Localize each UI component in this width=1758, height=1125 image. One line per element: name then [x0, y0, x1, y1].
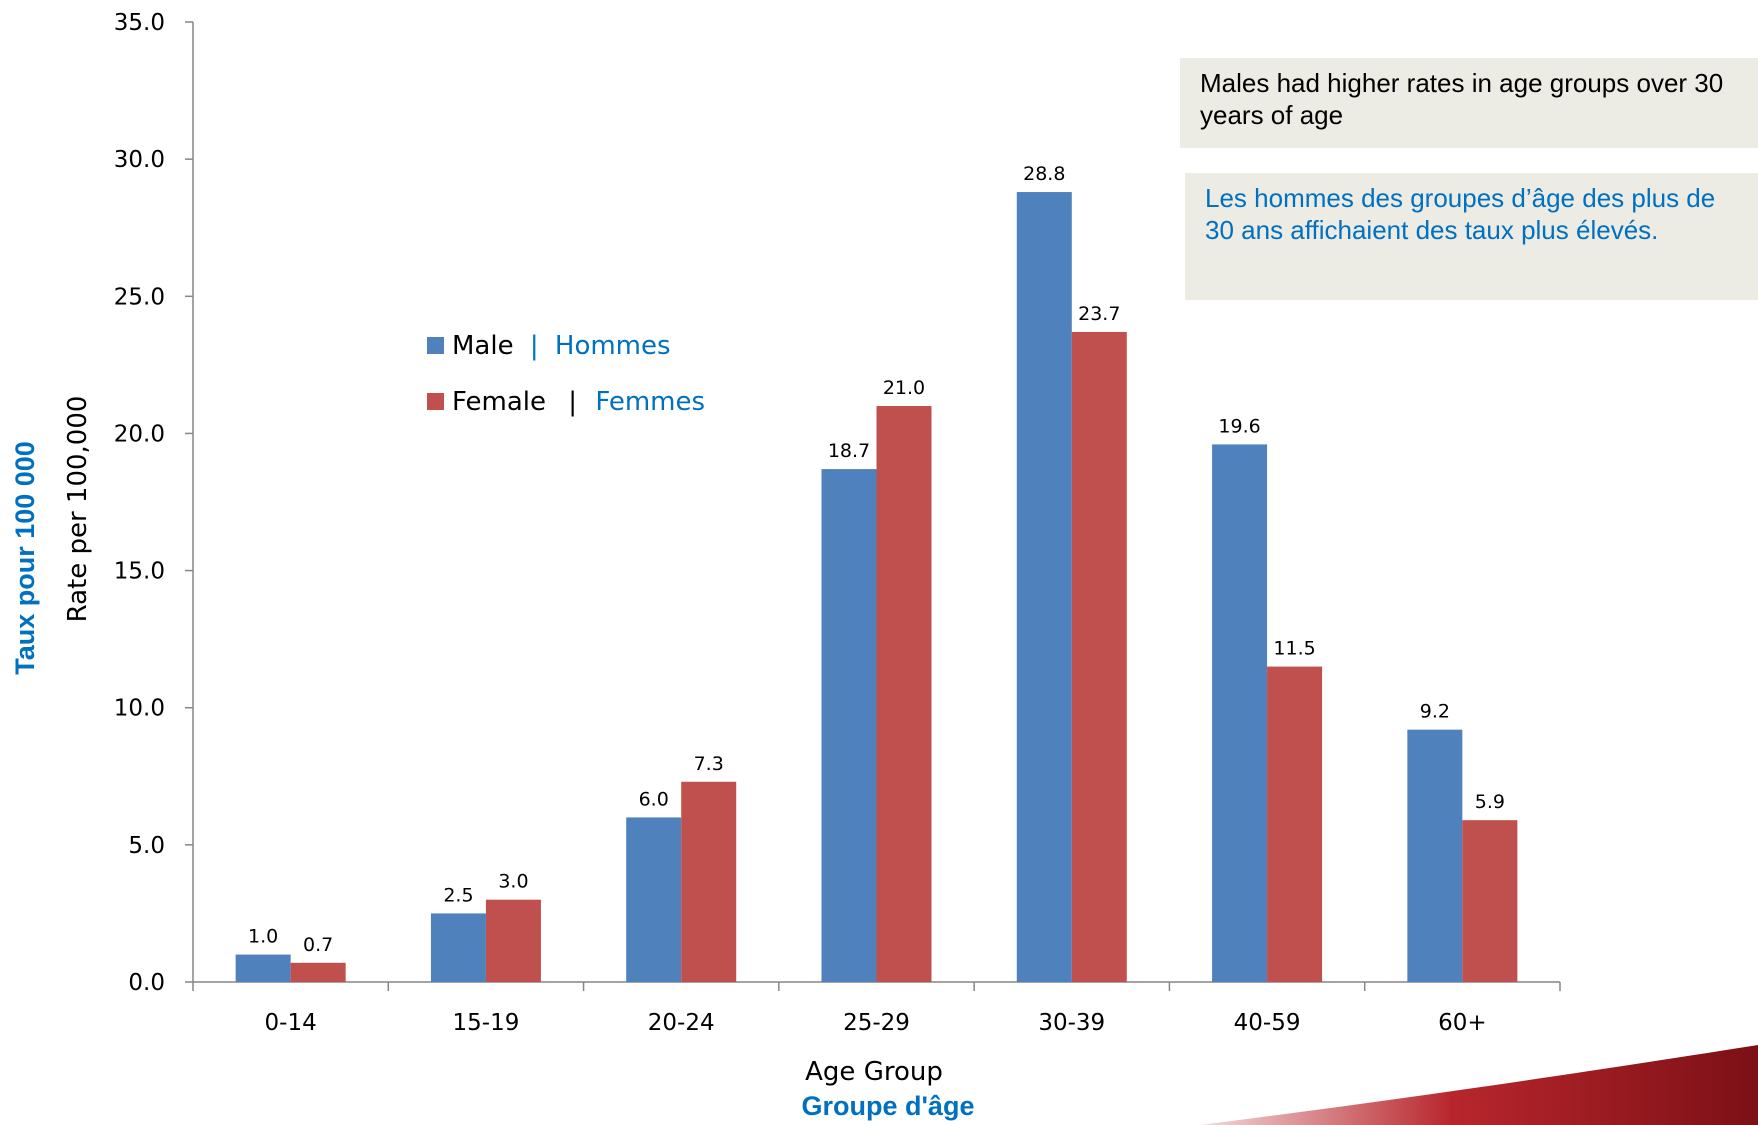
bar-female-30-39	[1071, 331, 1127, 982]
y-axis-ticks: 0.0 5.0 10.0 15.0 20.0 25.0 30.0 35.0	[114, 10, 193, 996]
data-label-male-30-39: 28.8	[1023, 163, 1065, 185]
x-axis-ticks: 0-14 15-19 20-24 25-29 30-39 40-59 60+	[192, 982, 1561, 1036]
bar-male-30-39	[1016, 192, 1072, 983]
legend-separator: |	[568, 387, 577, 417]
legend-swatch-female	[427, 393, 444, 410]
x-axis-title-french: Groupe d'âge	[802, 1091, 975, 1121]
y-tick-label: 0.0	[128, 970, 165, 996]
legend-swatch-male	[427, 337, 444, 354]
y-tick-label: 35.0	[114, 10, 165, 36]
legend: Male | Hommes Female | Femmes	[427, 331, 705, 417]
x-tick-label: 25-29	[843, 1010, 910, 1036]
x-tick-label: 60+	[1438, 1010, 1487, 1036]
svg-text:Male | Hommes: Male | Hommes	[452, 331, 671, 361]
bar-male-25-29	[821, 469, 877, 983]
data-label-male-0-14: 1.0	[248, 926, 278, 948]
y-tick-label: 30.0	[114, 147, 165, 173]
chart-bars	[235, 192, 1518, 983]
bar-male-60+	[1407, 729, 1463, 982]
data-label-female-40-59: 11.5	[1273, 638, 1315, 660]
y-axis-title: Rate per 100,000	[63, 396, 93, 623]
bar-male-20-24	[626, 817, 682, 982]
x-tick-label: 0-14	[265, 1010, 317, 1036]
data-label-female-60+: 5.9	[1475, 791, 1505, 813]
bar-female-25-29	[876, 406, 932, 982]
legend-label-male-french: Hommes	[555, 331, 671, 361]
bar-female-0-14	[290, 962, 346, 982]
x-tick-label: 15-19	[453, 1010, 520, 1036]
data-label-male-60+: 9.2	[1420, 701, 1450, 723]
data-label-male-20-24: 6.0	[639, 788, 669, 810]
bar-male-40-59	[1212, 444, 1268, 982]
chart-data-labels: 1.0 0.7 2.5 3.0 6.0 7.3 18.7 21.0 28.8 23.7 19.6 11…	[248, 163, 1505, 956]
decorative-swoosh	[1200, 1045, 1758, 1125]
data-label-female-30-39: 23.7	[1078, 303, 1120, 325]
bar-female-60+	[1462, 820, 1518, 982]
bar-female-40-59	[1267, 666, 1323, 982]
annotation-english: Males had higher rates in age groups ove…	[1180, 58, 1758, 148]
x-axis-title: Age Group	[805, 1057, 943, 1087]
y-tick-label: 15.0	[114, 559, 165, 585]
legend-label-female: Female	[452, 387, 546, 417]
svg-text:Female | Femmes: Female | Femmes	[452, 387, 705, 417]
legend-label-male: Male	[452, 331, 514, 361]
y-tick-label: 10.0	[114, 696, 165, 722]
data-label-female-0-14: 0.7	[303, 934, 333, 956]
data-label-male-15-19: 2.5	[443, 884, 473, 906]
data-label-female-25-29: 21.0	[883, 377, 925, 399]
x-tick-label: 20-24	[648, 1010, 715, 1036]
bar-female-20-24	[681, 781, 737, 982]
y-tick-label: 25.0	[114, 284, 165, 310]
data-label-male-25-29: 18.7	[828, 440, 870, 462]
annotation-french: Les hommes des groupes d’âge des plus de…	[1185, 173, 1758, 300]
bar-female-15-19	[485, 899, 541, 982]
legend-label-female-french: Femmes	[595, 387, 705, 417]
data-label-female-20-24: 7.3	[694, 753, 724, 775]
x-tick-label: 40-59	[1234, 1010, 1301, 1036]
legend-separator: |	[530, 331, 539, 361]
bar-male-0-14	[235, 954, 291, 982]
data-label-male-40-59: 19.6	[1218, 415, 1260, 437]
bar-male-15-19	[430, 913, 486, 982]
data-label-female-15-19: 3.0	[498, 871, 528, 893]
x-tick-label: 30-39	[1038, 1010, 1105, 1036]
y-tick-label: 5.0	[128, 833, 165, 859]
y-tick-label: 20.0	[114, 421, 165, 447]
y-axis-title-french: Taux pour 100 000	[10, 441, 40, 675]
